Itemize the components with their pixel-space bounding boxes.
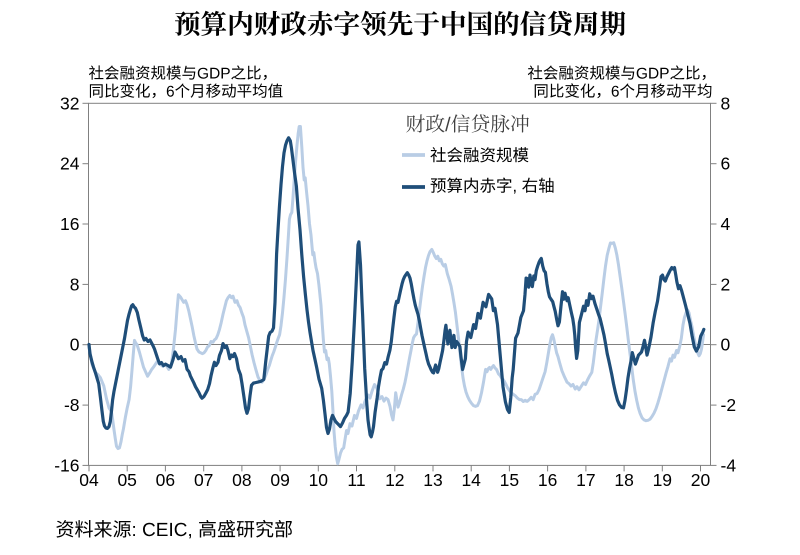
svg-text:19: 19 — [653, 470, 672, 490]
svg-text:8: 8 — [70, 274, 80, 294]
svg-text:17: 17 — [576, 470, 595, 490]
svg-text:-4: -4 — [721, 455, 737, 475]
svg-text:08: 08 — [232, 470, 251, 490]
svg-text:-2: -2 — [721, 395, 737, 415]
svg-text:4: 4 — [721, 214, 731, 234]
svg-text:0: 0 — [70, 335, 80, 355]
svg-text:32: 32 — [60, 93, 79, 113]
svg-text:16: 16 — [60, 214, 79, 234]
svg-text:0: 0 — [721, 335, 731, 355]
svg-text:14: 14 — [461, 470, 481, 490]
svg-text:12: 12 — [385, 470, 404, 490]
svg-text:20: 20 — [691, 470, 711, 490]
svg-text:18: 18 — [614, 470, 633, 490]
svg-text:07: 07 — [194, 470, 213, 490]
svg-text:6: 6 — [721, 154, 731, 174]
svg-text:04: 04 — [79, 470, 99, 490]
svg-text:-8: -8 — [64, 395, 80, 415]
svg-text:15: 15 — [500, 470, 519, 490]
svg-text:09: 09 — [270, 470, 289, 490]
svg-text:24: 24 — [60, 154, 80, 174]
svg-text:16: 16 — [538, 470, 557, 490]
svg-text:11: 11 — [347, 470, 365, 490]
svg-text:-16: -16 — [54, 455, 79, 475]
svg-text:8: 8 — [721, 93, 731, 113]
svg-text:2: 2 — [721, 274, 731, 294]
svg-text:10: 10 — [309, 470, 329, 490]
svg-text:13: 13 — [423, 470, 442, 490]
svg-text:06: 06 — [156, 470, 175, 490]
svg-text:05: 05 — [117, 470, 136, 490]
